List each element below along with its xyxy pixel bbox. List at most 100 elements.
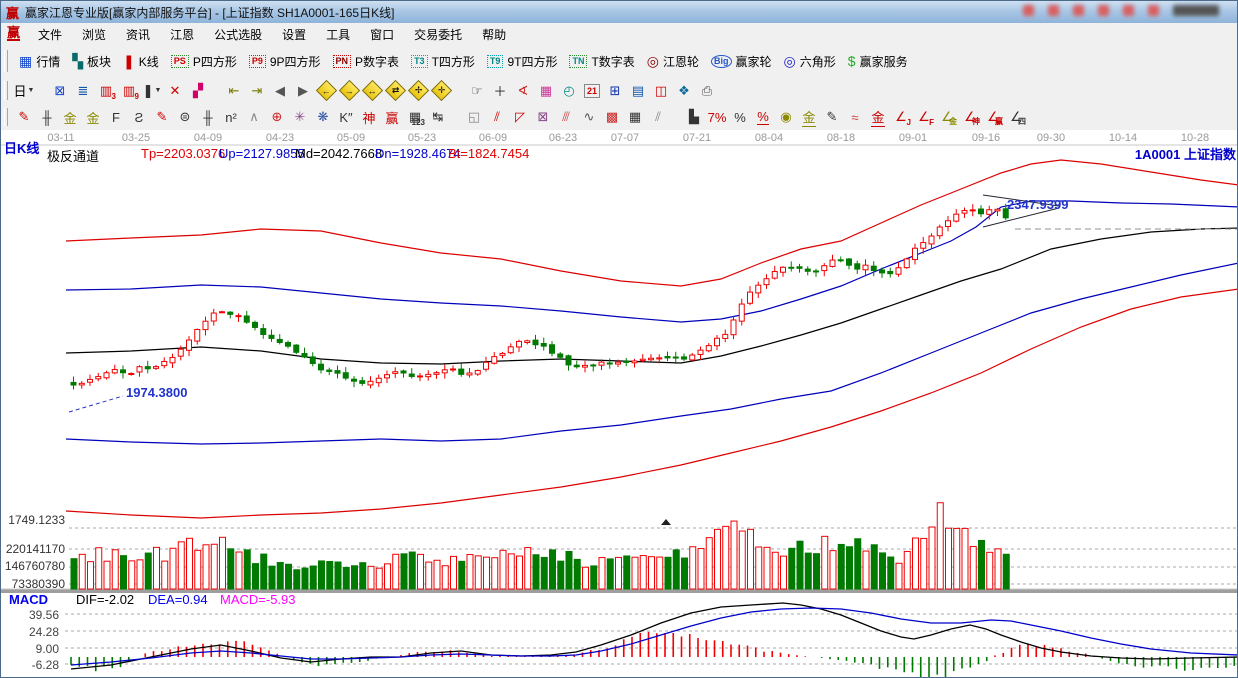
ray-box-icon[interactable]: ◸ <box>515 109 525 124</box>
si-angle-icon[interactable]: ∠ 四 <box>1010 109 1026 126</box>
toolbar-item-9t-square[interactable]: T9 9T四方形 <box>481 51 564 72</box>
zoom-diamond-hexpand-icon[interactable]: ↔ <box>361 79 383 102</box>
ying-grid-icon[interactable]: 赢 <box>385 110 399 126</box>
gold-line-icon[interactable]: 金 <box>798 107 820 127</box>
zoom-diamond-expand-icon[interactable]: ✢ <box>407 79 429 102</box>
f-grid-icon[interactable]: F <box>112 109 120 125</box>
wave-tool-icon[interactable]: ∿ <box>583 109 595 124</box>
menu-news[interactable]: 资讯 <box>126 27 151 42</box>
j-angle-icon[interactable]: ∠ J <box>895 109 911 127</box>
toolbar-item-winner-service[interactable]: $ 赢家服务 <box>842 51 914 72</box>
gann-grid-pink-icon[interactable]: ▦ <box>539 82 553 98</box>
width-tool-icon[interactable]: ↹ <box>432 109 444 124</box>
number-grid-icon[interactable]: ▦ 123 <box>408 109 425 127</box>
shen-angle-icon[interactable]: ∠ 神 <box>964 109 980 126</box>
report-notes-icon[interactable]: ▤ <box>631 82 645 98</box>
zoom-diamond-left-icon[interactable]: ← <box>315 79 337 102</box>
draw-pen-icon[interactable]: ✎ <box>18 109 30 124</box>
kline-chart-canvas[interactable] <box>1 130 1238 678</box>
menu-window[interactable]: 窗口 <box>370 27 395 42</box>
pen-bars-icon[interactable]: ✎ <box>826 109 838 124</box>
toolbar-drag-handle[interactable] <box>4 81 8 100</box>
panel-tab-daily-kline[interactable]: 日K线 <box>4 141 40 156</box>
toolbar-item-sectors[interactable]: ▚ 板块 <box>66 51 117 72</box>
step-back-icon[interactable]: ◀ <box>275 82 285 98</box>
crosshair-red-icon[interactable]: ⊕ <box>271 109 283 124</box>
spider-web-icon[interactable]: ✳ <box>294 109 306 124</box>
network-icon[interactable]: ⊠ <box>54 82 66 98</box>
price-grid-icon[interactable]: ╫ <box>42 109 52 125</box>
toolbar-drag-handle[interactable] <box>4 49 8 73</box>
angle-measure-icon[interactable]: ∢ <box>517 82 529 98</box>
fan-rays-icon[interactable]: ⫽ <box>494 109 500 124</box>
delete-tool-icon[interactable]: ✕ <box>169 82 181 98</box>
print-icon[interactable]: ⎙ <box>701 82 713 98</box>
toolbar-item-quotes[interactable]: ▦ 行情 <box>13 51 66 72</box>
zoom-diamond-shrink-icon[interactable]: ✛ <box>430 79 452 102</box>
ray-fan-2-icon[interactable]: ⫻ <box>562 109 570 124</box>
f-angle-icon[interactable]: ∠ F <box>918 109 934 127</box>
box-tool-icon[interactable]: ◱ <box>467 109 481 124</box>
bars-9-icon[interactable]: ▥ 9 <box>122 82 139 101</box>
cycle-tool-icon[interactable]: ◴ <box>563 82 575 98</box>
n2-grid-icon[interactable]: n² <box>225 109 237 125</box>
period-selector-icon[interactable]: 日 ▼ <box>13 84 35 99</box>
zoom-diamond-right-icon[interactable]: → <box>338 79 360 102</box>
block-grid-2-icon[interactable]: ▦ <box>628 109 642 124</box>
toolbar-item-hexagon[interactable]: ◎ 六角形 <box>778 51 842 72</box>
gold-angle-icon[interactable]: ∠ 金 <box>941 109 957 126</box>
s-grid-icon[interactable]: Ƨ <box>134 109 144 125</box>
block-grid-icon[interactable]: ▩ <box>605 109 619 124</box>
circle-grid-icon[interactable]: ⊜ <box>179 109 191 124</box>
toolbar-item-t-table[interactable]: TN T数字表 <box>563 51 640 72</box>
menu-settings[interactable]: 设置 <box>282 27 307 42</box>
percent-line-icon[interactable]: 7% <box>707 109 727 125</box>
k-quote-icon[interactable]: K″ <box>339 109 353 125</box>
menu-browse[interactable]: 浏览 <box>82 27 107 42</box>
indicator-name[interactable]: 极反通道 <box>47 149 100 164</box>
dense-grid-icon[interactable]: ╫ <box>203 109 213 125</box>
spider-web-2-icon[interactable]: ❋ <box>317 109 329 124</box>
calendar-21-icon[interactable]: 21 <box>581 81 603 101</box>
slant-lines-icon[interactable]: ⫽ <box>655 109 661 124</box>
title-bar[interactable]: 赢 赢家江恩专业版[赢家内部服务平台] - [上证指数 SH1A0001-165… <box>1 1 1237 24</box>
step-forward-icon[interactable]: ▶ <box>298 82 308 98</box>
jump-first-icon[interactable]: ⇤ <box>228 82 240 98</box>
menu-file[interactable]: 文件 <box>38 27 63 42</box>
zoom-diamond-hshrink-icon[interactable]: ⇄ <box>384 79 406 102</box>
save-icon[interactable]: ◫ <box>654 82 668 98</box>
toolbar-item-p-square[interactable]: PS P四方形 <box>165 51 243 72</box>
shen-grid-icon[interactable]: 神 <box>362 110 376 126</box>
percent-icon[interactable]: % <box>734 109 746 125</box>
gold-line-2-icon[interactable]: 金 <box>867 107 889 127</box>
f10-info-icon[interactable]: ≣ <box>77 82 89 98</box>
toolbar-item-gann-wheel[interactable]: ◎ 江恩轮 <box>641 51 705 72</box>
macd-panel-label[interactable]: MACD <box>9 592 48 607</box>
toolbar-item-t-square[interactable]: T3 T四方形 <box>405 51 481 72</box>
ying-angle-icon[interactable]: ∠ 赢 <box>987 109 1003 126</box>
wave-a-icon[interactable]: ≈ <box>851 109 859 125</box>
stat-bars-icon[interactable]: ▙ <box>689 109 699 124</box>
toolbar-item-p-table[interactable]: PN P数字表 <box>327 51 406 72</box>
export-web-icon[interactable]: ❖ <box>678 82 690 98</box>
toolbar-item-kline[interactable]: ❚ K线 <box>117 51 165 72</box>
percent-underline-icon[interactable]: % <box>757 109 769 125</box>
toolbar-item-winner-wheel[interactable]: Big 赢家轮 <box>705 51 778 72</box>
bars-3-icon[interactable]: ▥ 3 <box>99 82 116 101</box>
crosshair-tool-icon[interactable]: ＋ <box>493 84 507 99</box>
gold-grid-1-icon[interactable]: 金 <box>63 110 77 126</box>
menu-tools[interactable]: 工具 <box>326 27 351 42</box>
toolbar-item-9p-square[interactable]: P9 9P四方形 <box>243 51 327 72</box>
menu-formula-stock-pick[interactable]: 公式选股 <box>214 27 263 42</box>
candle-style-icon[interactable]: ❚ ▼ <box>142 82 162 98</box>
mirror-angle-icon[interactable]: ∧ <box>249 109 259 124</box>
hand-tool-icon[interactable]: ☞ <box>471 82 483 98</box>
color-flag-icon[interactable]: ▞ <box>193 82 203 98</box>
menu-help[interactable]: 帮助 <box>482 27 507 42</box>
gold-circle-icon[interactable]: ◉ <box>780 109 792 124</box>
menu-gann[interactable]: 江恩 <box>170 27 195 42</box>
draw-pen-2-icon[interactable]: ✎ <box>156 109 168 124</box>
menu-trade-entrust[interactable]: 交易委托 <box>414 27 463 42</box>
calculator-icon[interactable]: ⊞ <box>609 82 621 98</box>
web-box-icon[interactable]: ⊠ <box>537 109 549 124</box>
